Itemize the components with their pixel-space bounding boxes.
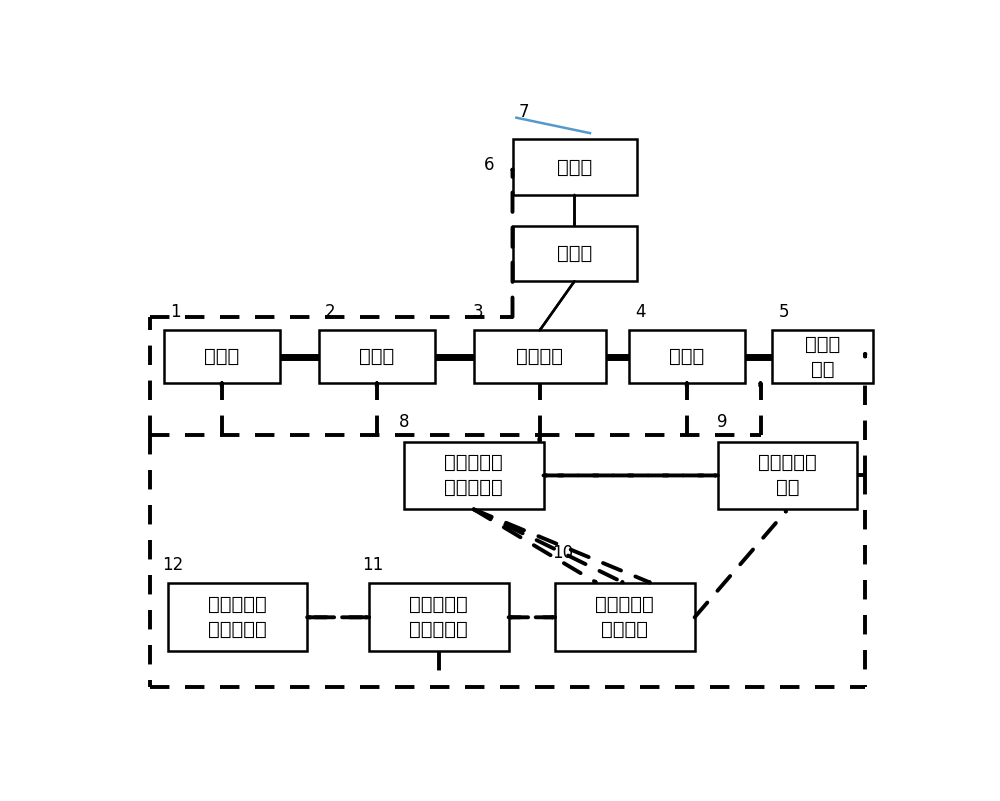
Text: 变速箱: 变速箱	[669, 347, 704, 366]
Text: 11: 11	[362, 556, 384, 574]
Text: 6: 6	[484, 156, 494, 174]
Text: 逆变器: 逆变器	[557, 244, 592, 263]
Text: 9: 9	[716, 413, 727, 431]
Text: 驱动电机: 驱动电机	[516, 347, 563, 366]
Text: 混合动力能
量管理单元: 混合动力能 量管理单元	[444, 453, 503, 497]
Text: 电力测
功机: 电力测 功机	[805, 335, 840, 379]
Bar	[772, 331, 873, 383]
Bar	[512, 226, 637, 281]
Text: 新能源远程
监控数据库: 新能源远程 监控数据库	[410, 595, 468, 639]
Bar	[555, 583, 695, 651]
Bar	[404, 441, 544, 509]
Text: 10: 10	[552, 544, 573, 562]
Text: 5: 5	[778, 303, 789, 321]
Text: 7: 7	[519, 103, 529, 120]
Text: 4: 4	[635, 303, 646, 321]
Text: 自学习优化
处理模块: 自学习优化 处理模块	[596, 595, 654, 639]
Text: 发动机: 发动机	[204, 347, 240, 366]
Text: 1: 1	[170, 303, 181, 321]
Bar	[512, 139, 637, 195]
Bar	[164, 331, 280, 383]
Bar	[629, 331, 745, 383]
Bar	[369, 583, 509, 651]
Text: 蓄电池: 蓄电池	[557, 158, 592, 176]
Bar	[319, 331, 435, 383]
Bar	[168, 583, 307, 651]
Bar	[474, 331, 606, 383]
Text: 8: 8	[399, 413, 409, 431]
Text: 3: 3	[472, 303, 483, 321]
Text: 12: 12	[162, 556, 184, 574]
Text: 在用新能源
车采集模块: 在用新能源 车采集模块	[208, 595, 267, 639]
Bar	[718, 441, 857, 509]
Text: 实验管理控
制台: 实验管理控 制台	[758, 453, 817, 497]
Text: 2: 2	[325, 303, 336, 321]
Text: 离合器: 离合器	[359, 347, 394, 366]
